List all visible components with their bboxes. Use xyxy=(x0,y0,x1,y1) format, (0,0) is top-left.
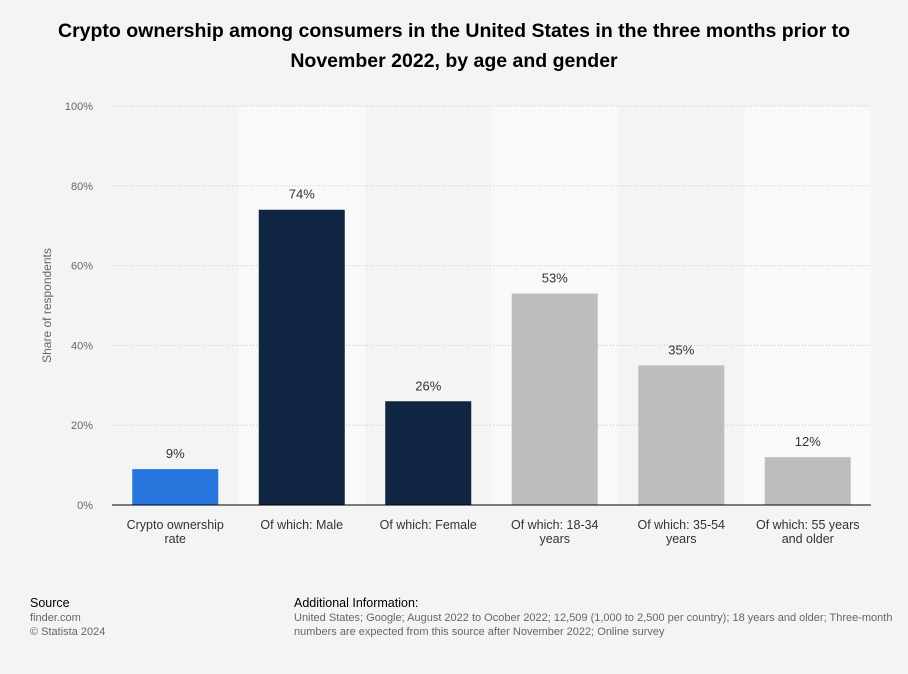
chart-title: Crypto ownership among consumers in the … xyxy=(58,20,850,72)
bar[interactable] xyxy=(764,457,851,505)
bar[interactable] xyxy=(638,365,725,505)
value-label: 53% xyxy=(542,271,568,286)
column-band xyxy=(112,106,239,505)
y-tick-label: 80% xyxy=(71,181,93,193)
bar[interactable] xyxy=(132,469,219,505)
value-label: 35% xyxy=(668,342,694,357)
x-tick-label: Of which: 18-34 years xyxy=(511,518,599,546)
y-tick-label: 20% xyxy=(71,420,93,432)
value-label: 12% xyxy=(795,434,821,449)
x-tick-label: Of which: Female xyxy=(380,518,477,532)
source-line-2: © Statista 2024 xyxy=(30,626,106,638)
y-axis-label: Share of respondents xyxy=(40,248,54,363)
value-label: 9% xyxy=(166,446,185,461)
x-tick-label: Of which: 35-54 years xyxy=(637,518,725,546)
y-tick-label: 60% xyxy=(71,261,93,273)
additional-info-heading: Additional Information: xyxy=(294,596,419,610)
value-label: 26% xyxy=(415,378,441,393)
bar-chart: 9% 74% 26% 53% 35% 12% 0% 20% 40% 60% 80% 100% Cry… xyxy=(40,101,871,546)
source-block: Source finder.com © Statista 2024 xyxy=(30,596,105,639)
y-tick-label: 100% xyxy=(65,101,93,113)
y-tick-label: 0% xyxy=(77,500,93,512)
source-heading: Source xyxy=(30,596,70,610)
bar[interactable] xyxy=(511,293,598,505)
bar[interactable] xyxy=(385,401,472,505)
column-band xyxy=(744,106,871,505)
value-label: 74% xyxy=(289,187,315,202)
bar[interactable] xyxy=(258,209,345,506)
source-line-1[interactable]: finder.com xyxy=(30,612,81,624)
additional-info-text: United States; Google; August 2022 to Oc… xyxy=(294,612,893,638)
x-tick-label: Of which: 55 years and older xyxy=(756,518,860,546)
x-tick-label: Crypto ownership rate xyxy=(127,518,224,546)
y-tick-label: 40% xyxy=(71,340,93,352)
x-tick-label: Of which: Male xyxy=(260,518,343,532)
additional-info-block: Additional Information: United States; G… xyxy=(294,596,908,639)
